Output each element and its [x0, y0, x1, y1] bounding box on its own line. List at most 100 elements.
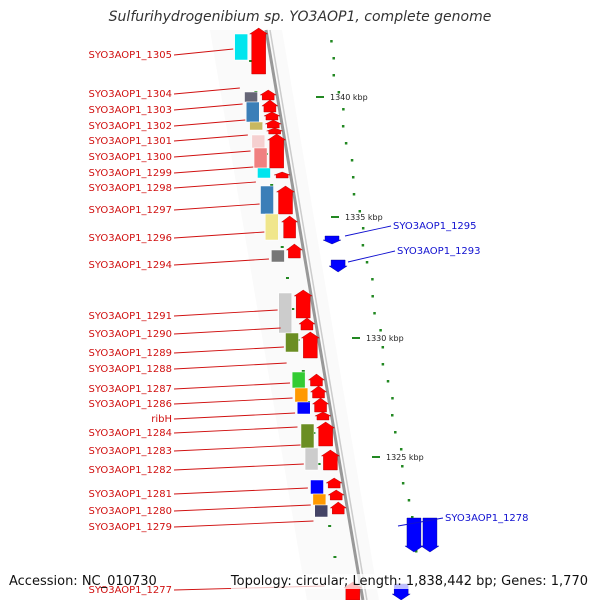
gene-label-left: SYO3AOP1_1291	[88, 311, 172, 322]
cog-box	[294, 387, 309, 403]
gene-label-left: SYO3AOP1_1279	[88, 522, 172, 533]
gene-label-left: SYO3AOP1_1301	[88, 136, 172, 147]
tick-dot	[270, 184, 274, 186]
kbp-tick-mark	[352, 337, 360, 339]
cog-box	[291, 371, 306, 389]
forward-gene-arrow	[329, 501, 347, 515]
forward-gene-arrow	[314, 411, 332, 421]
label-leader-left	[173, 87, 240, 95]
label-leader-left	[173, 412, 296, 420]
tick-dot	[333, 556, 337, 558]
gene-label-left: SYO3AOP1_1296	[88, 233, 172, 244]
forward-gene-arrow	[248, 27, 269, 75]
tick-dot	[317, 463, 321, 465]
gene-label-left: SYO3AOP1_1290	[88, 329, 172, 340]
backbone-line	[264, 29, 365, 600]
gene-label-left: SYO3AOP1_1299	[88, 168, 172, 179]
tick-dot	[350, 159, 354, 162]
label-leader-left	[173, 397, 293, 405]
reverse-gene-arrow	[322, 235, 342, 245]
gene-label-right: SYO3AOP1_1278	[445, 513, 529, 524]
cog-box	[265, 213, 279, 241]
label-leader-left	[173, 382, 291, 390]
gene-label-left: SYO3AOP1_1284	[88, 428, 172, 439]
cog-box	[253, 147, 268, 169]
reverse-gene-arrow	[420, 517, 440, 553]
tick-dot	[371, 278, 374, 281]
label-leader-left	[173, 103, 243, 111]
tick-dot	[332, 57, 335, 60]
forward-gene-arrow	[320, 449, 341, 471]
reverse-gene-arrow	[404, 517, 424, 553]
tick-dot	[381, 346, 385, 349]
tick-dot	[249, 60, 253, 62]
forward-gene-arrow	[285, 243, 303, 259]
label-leader-left	[173, 487, 308, 495]
kbp-tick-label: 1330 kbp	[366, 334, 404, 343]
tick-dot	[352, 193, 356, 196]
cog-box	[285, 332, 299, 353]
cog-box	[314, 504, 328, 518]
gene-label-left: SYO3AOP1_1300	[88, 152, 172, 163]
kbp-tick-mark	[331, 216, 339, 218]
tick-dot	[379, 329, 382, 332]
tick-dot	[301, 370, 305, 372]
tick-dot	[401, 465, 404, 468]
gene-label-left: SYO3AOP1_1283	[88, 446, 172, 457]
cog-box	[257, 167, 271, 179]
gene-label-left: SYO3AOP1_1286	[88, 399, 172, 410]
tick-dot	[399, 448, 403, 451]
forward-gene-arrow	[327, 489, 345, 501]
forward-gene-arrow	[265, 119, 282, 129]
gene-label-left: SYO3AOP1_1294	[88, 260, 172, 271]
gene-label-left: SYO3AOP1_1287	[88, 384, 172, 395]
label-leader-left	[173, 309, 278, 317]
forward-gene-arrow	[274, 171, 291, 179]
tick-dot	[337, 91, 341, 94]
label-leader-right	[347, 250, 396, 263]
map-band	[210, 30, 379, 600]
label-leader-left	[173, 181, 256, 189]
gene-label-left: SYO3AOP1_1304	[88, 89, 172, 100]
label-leader-left	[173, 48, 234, 56]
forward-gene-arrow	[293, 289, 313, 319]
label-leader-left	[173, 119, 246, 127]
tick-dot	[344, 142, 348, 145]
label-leader-left	[173, 504, 311, 512]
tick-dot	[351, 176, 355, 179]
cog-box	[245, 101, 260, 123]
map-title: Sulfurihydrogenibium sp. YO3AOP1, comple…	[108, 9, 492, 25]
forward-gene-arrow	[309, 385, 328, 399]
forward-gene-arrow	[307, 373, 326, 387]
forward-gene-arrow	[275, 185, 296, 215]
label-leader-left	[173, 520, 314, 528]
label-layer: SYO3AOP1_1305 SYO3AOP1_1304 SYO3AOP1_1303 S…	[88, 48, 529, 596]
forward-gene-arrow	[261, 99, 279, 113]
forward-gene-arrow	[266, 127, 283, 135]
cog-box	[296, 401, 311, 415]
gene-label-right: SYO3AOP1_1293	[397, 246, 481, 257]
tick-dot	[391, 397, 394, 400]
tick-dot	[330, 40, 333, 43]
forward-gene-arrow	[298, 317, 316, 331]
label-leader-left	[173, 426, 298, 434]
label-leader-left	[173, 166, 254, 174]
gene-label-left: SYO3AOP1_1282	[88, 465, 172, 476]
tick-dot	[358, 210, 362, 213]
cog-box	[271, 249, 285, 263]
label-leader-left	[173, 327, 281, 335]
cog-box	[312, 493, 327, 506]
label-leader-left	[173, 362, 287, 370]
tick-dot	[291, 308, 295, 310]
gene-label-left: SYO3AOP1_1280	[88, 506, 172, 517]
kbp-tick-label: 1325 kbp	[386, 453, 424, 462]
tick-dot	[401, 482, 405, 485]
label-leader-left	[173, 134, 248, 142]
tick-dot	[365, 261, 369, 264]
tick-dot	[373, 312, 376, 315]
tick-dot	[381, 363, 385, 366]
gene-label-left: ribH	[151, 414, 172, 425]
label-leader-left	[173, 150, 251, 158]
tick-dot	[407, 499, 411, 502]
cog-box	[260, 185, 274, 215]
